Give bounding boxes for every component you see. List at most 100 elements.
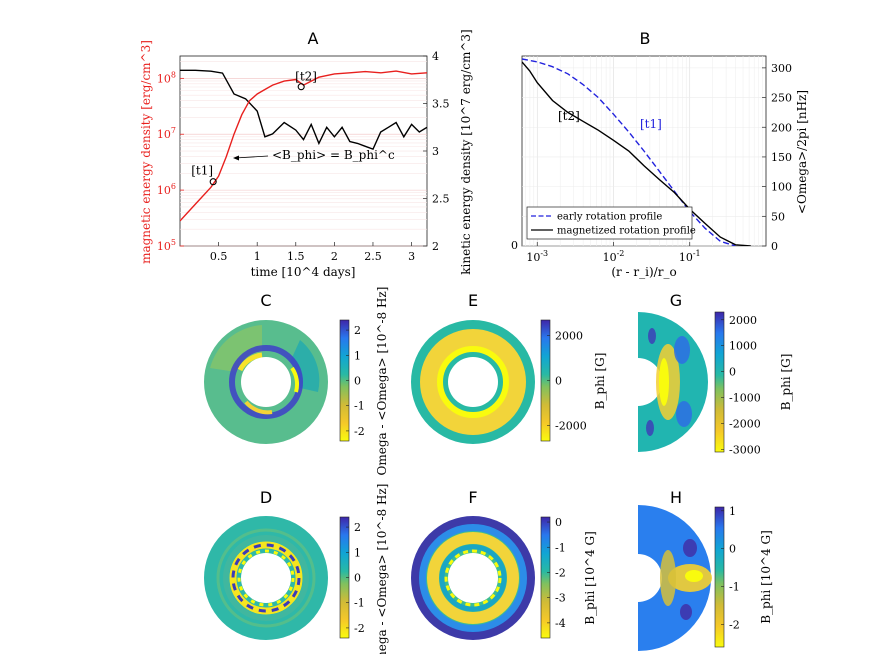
early-rotation-line <box>522 58 736 246</box>
time-marker <box>209 178 217 186</box>
panel-e-annulus <box>411 320 535 444</box>
colorbar-tick-label: 0 <box>729 366 736 379</box>
panel-f-annulus <box>411 516 535 640</box>
panel-a-right-tick-label: 3 <box>432 145 439 158</box>
panel-a-xtick-label: 2 <box>331 250 338 263</box>
panel-g-colorbar <box>714 311 725 453</box>
panel-d: D 2 1 0 -1 -2 Omega - <Omega> [10^-8 Hz] <box>204 484 389 654</box>
colorbar-tick-label: 0 <box>555 375 562 388</box>
colorbar-tick-label: -2 <box>729 618 740 631</box>
colorbar-tick-label: -3000 <box>729 443 761 456</box>
panel-a-right-tick-label: 4 <box>432 50 439 63</box>
colorbar-tick-label: -4 <box>555 617 566 630</box>
colorbar-tick-label: 0 <box>555 516 562 529</box>
panel-b-xlabel: (r - r_i)/r_o <box>611 265 676 279</box>
panel-f-colorbar-ticks: 0 -1 -2 -3 -4 <box>547 516 566 630</box>
colorbar-tick-label: -2 <box>354 425 365 438</box>
panel-g: G 2000 1000 0 -1000 -2000 -3000 B_phi [G] <box>638 291 793 456</box>
magnetized-rotation-line <box>522 61 751 246</box>
colorbar-tick-label: 0 <box>729 543 736 556</box>
colorbar-tick-label: -1000 <box>729 392 761 405</box>
panel-a-xlabel: time [10^4 days] <box>251 265 356 279</box>
panel-g-title: G <box>670 291 682 310</box>
colorbar-tick-label: 1000 <box>729 340 757 353</box>
panel-e-title: E <box>468 291 478 310</box>
panel-a-left-ylabel: magnetic energy density [erg/cm^3] <box>139 40 153 264</box>
panel-b-xtick-label: 10-3 <box>526 249 548 264</box>
panel-b-xtick-label: 10-2 <box>603 249 625 264</box>
panel-a-xtick-label: 3 <box>408 250 415 263</box>
panel-e-colorbar-ticks: 2000 0 -2000 <box>547 330 587 432</box>
panel-c: C 2 1 0 -1 -2 Omega - <Omega> [10^-8 Hz] <box>204 287 389 476</box>
panel-b-legend: early rotation profile magnetized rotati… <box>526 206 696 240</box>
colorbar-tick-label: -1 <box>729 580 740 593</box>
panel-g-colorbar-label: B_phi [G] <box>779 354 793 411</box>
colorbar-tick-label: 1 <box>354 546 361 559</box>
panel-a-ytick-label: 107 <box>157 126 176 141</box>
panel-a-xtick-label: 1 <box>254 250 261 263</box>
colorbar-tick-label: -3 <box>555 592 566 605</box>
panel-a-right-ylabel: kinetic energy density [10^7 erg/cm^3] <box>459 29 473 275</box>
panel-e-colorbar-label: B_phi [G] <box>593 353 607 410</box>
panel-a-xtick-label: 0.5 <box>210 250 228 263</box>
panel-c-title: C <box>260 291 271 310</box>
legend-magnetized: magnetized rotation profile <box>557 226 696 237</box>
panel-a-xtick-label: 2.5 <box>364 250 382 263</box>
panel-b-ytick-label: 0 <box>771 240 778 253</box>
panel-h: H 1 0 -1 -2 B_phi [10^4 G] <box>638 488 773 651</box>
magnetic-energy-line <box>180 70 427 222</box>
panel-b-ytick-label: 200 <box>771 121 792 134</box>
panel-a-markers: [t1] [t2] <box>191 70 317 186</box>
panel-d-colorbar-label: Omega - <Omega> [10^-8 Hz] <box>375 484 389 654</box>
panel-a-right-tick-label: 2 <box>432 240 439 253</box>
panel-d-annulus <box>204 516 328 640</box>
colorbar-tick-label: -2000 <box>555 419 587 432</box>
panel-b-right-ylabel: <Omega>/2pi [nHz] <box>795 90 809 214</box>
panel-a-left-ticks: 105 106 107 108 <box>157 70 184 253</box>
panel-h-title: H <box>670 488 682 507</box>
threshold-annotation: <B_phi> = B_phi^c <box>272 148 395 162</box>
panel-g-colorbar-ticks: 2000 1000 0 -1000 -2000 -3000 <box>721 314 761 456</box>
panel-a-right-tick-label: 3.5 <box>432 98 450 111</box>
panel-d-colorbar-ticks: 2 1 0 -1 -2 <box>346 521 365 635</box>
colorbar-tick-label: -2 <box>555 566 566 579</box>
time-marker-label: [t2] <box>295 70 317 84</box>
panel-f-colorbar <box>540 516 551 639</box>
colorbar-tick-label: -1 <box>354 400 365 413</box>
panel-a-annotation: <B_phi> = B_phi^c <box>233 148 395 162</box>
panel-h-half-annulus <box>638 505 712 651</box>
panel-c-colorbar-ticks: 2 1 0 -1 -2 <box>346 324 365 438</box>
panel-f-colorbar-label: B_phi [10^4 G] <box>583 531 597 625</box>
colorbar-tick-label: -2 <box>354 622 365 635</box>
colorbar-tick-label: -2000 <box>729 417 761 430</box>
time-marker <box>297 83 305 91</box>
panel-b-x-ticks: 10-3 10-2 10-1 <box>526 242 701 264</box>
colorbar-tick-label: -1 <box>354 597 365 610</box>
panel-a: A 0.5 1 1.5 2 2.5 3 105 106 107 108 2 2.5 3 3.5 4 [t… <box>139 29 473 279</box>
panel-b-title: B <box>640 29 651 48</box>
panel-h-colorbar-ticks: 1 0 -1 -2 <box>721 505 740 631</box>
time-marker-label: [t1] <box>191 164 213 178</box>
panel-a-ytick-label: 105 <box>157 238 176 253</box>
panel-b-ytick-label: 100 <box>771 181 792 194</box>
colorbar-tick-label: 0 <box>354 572 361 585</box>
colorbar-tick-label: 2 <box>354 521 361 534</box>
label-t2: [t2] <box>558 109 580 123</box>
colorbar-tick-label: -1 <box>555 541 566 554</box>
panel-b-ytick-label: 300 <box>771 62 792 75</box>
panel-b-ytick-label: 150 <box>771 151 792 164</box>
panel-b-ytick-label: 50 <box>771 210 785 223</box>
panel-a-x-ticks: 0.5 1 1.5 2 2.5 3 <box>210 242 415 263</box>
panel-b-xtick-label: 10-1 <box>679 249 701 264</box>
colorbar-tick-label: 2000 <box>729 314 757 327</box>
panel-b-ytick-label: 250 <box>771 92 792 105</box>
colorbar-tick-label: 2 <box>354 324 361 337</box>
colorbar-tick-label: 1 <box>729 505 736 518</box>
panel-c-annulus <box>204 320 328 444</box>
panel-c-colorbar-label: Omega - <Omega> [10^-8 Hz] <box>375 287 389 476</box>
panel-g-half-annulus <box>638 312 708 452</box>
panel-a-right-tick-label: 2.5 <box>432 193 450 206</box>
panel-b-y-ticks: 0 50 100 150 200 250 300 0 <box>511 62 792 253</box>
